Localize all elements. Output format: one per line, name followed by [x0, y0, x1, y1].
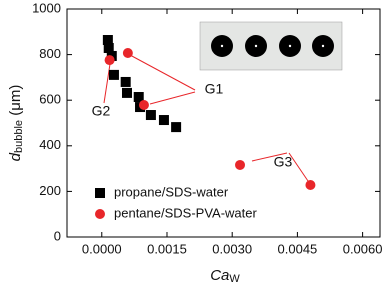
- annotation-line: [103, 63, 111, 104]
- annotation: G3: [274, 154, 293, 170]
- y-tick-label: 0: [54, 228, 61, 243]
- y-tick-label: 600: [39, 92, 61, 107]
- x-tick-label: 0.0060: [343, 241, 383, 256]
- point: [171, 122, 182, 133]
- point: [158, 115, 169, 126]
- point: [305, 180, 316, 191]
- x-axis-label: CaW: [210, 267, 240, 285]
- legend-label: propane/SDS-water: [114, 184, 229, 199]
- point: [145, 110, 156, 121]
- plot-frame: [66, 8, 381, 238]
- point: [104, 55, 115, 66]
- annotation-line: [288, 152, 309, 182]
- point: [121, 87, 132, 98]
- point: [102, 35, 113, 46]
- point: [120, 76, 131, 87]
- y-tick-label: 1000: [32, 0, 61, 15]
- legend-label: pentane/SDS-PVA-water: [114, 205, 257, 220]
- x-tick-label: 0.0030: [212, 241, 252, 256]
- annotation-line: [149, 91, 196, 105]
- y-tick-label: 400: [39, 137, 61, 152]
- annotation-line: [251, 152, 288, 162]
- x-tick-label: 0.0015: [147, 241, 187, 256]
- point: [103, 42, 114, 53]
- y-tick-label: 800: [39, 46, 61, 61]
- annotation: G1: [205, 81, 224, 97]
- point: [122, 48, 133, 59]
- x-tick-label: 0.0000: [82, 241, 122, 256]
- inset-image: [199, 21, 343, 71]
- y-tick-label: 200: [39, 183, 61, 198]
- legend-marker: [95, 188, 105, 198]
- point: [235, 159, 246, 170]
- point: [133, 92, 144, 103]
- y-axis-label: dbubble (μm): [7, 85, 25, 162]
- point: [138, 99, 149, 110]
- x-tick-label: 0.0045: [278, 241, 318, 256]
- point: [108, 69, 119, 80]
- annotation-line: [129, 54, 196, 91]
- annotation: G2: [92, 103, 111, 119]
- legend-marker: [95, 209, 105, 219]
